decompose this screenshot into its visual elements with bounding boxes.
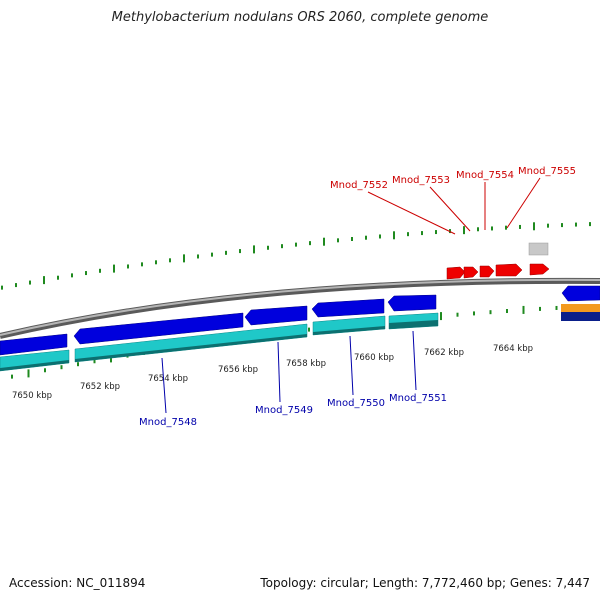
misc-feature-grey[interactable] <box>528 242 549 256</box>
gene-label-forward[interactable]: Mnod_7554 <box>456 170 514 181</box>
scale-tick-label: 7652 kbp <box>80 382 120 392</box>
scale-tick-label: 7654 kbp <box>148 374 188 384</box>
gene-label-reverse[interactable]: Mnod_7551 <box>389 393 447 404</box>
secondary-track-shadow <box>0 320 438 371</box>
forward-cds-track <box>446 263 550 280</box>
cds-reverse-1[interactable] <box>0 333 68 356</box>
scale-tick-label: 7658 kbp <box>286 359 326 369</box>
gene-label-forward[interactable]: Mnod_7552 <box>330 180 388 191</box>
cds-reverse-right[interactable] <box>561 285 600 302</box>
orange-feature[interactable] <box>561 304 600 312</box>
gene-label-reverse[interactable]: Mnod_7548 <box>139 417 197 428</box>
gene-leader-line <box>161 357 167 414</box>
gene-leader-line <box>367 191 456 235</box>
scale-tick-label: 7656 kbp <box>218 365 258 375</box>
outer-tick-ring <box>1 222 591 290</box>
cds-mnod-7548[interactable] <box>73 312 244 345</box>
scale-tick-label: 7650 kbp <box>12 391 52 401</box>
gene-leader-line <box>349 335 354 396</box>
gene-label-reverse[interactable]: Mnod_7550 <box>327 398 385 409</box>
scale-tick-label: 7662 kbp <box>424 348 464 358</box>
accession-label: Accession: NC_011894 <box>9 576 146 590</box>
gene-leader-line <box>277 341 281 403</box>
backbone-ring-highlight <box>0 278 600 336</box>
cds-mnod-7552[interactable] <box>446 266 466 280</box>
gene-label-reverse[interactable]: Mnod_7549 <box>255 405 313 416</box>
cds-mnod-7550[interactable] <box>311 298 385 318</box>
gene-label-forward[interactable]: Mnod_7555 <box>518 166 576 177</box>
cds-forward-extra[interactable] <box>529 263 550 276</box>
reverse-cds-track <box>0 285 600 356</box>
gene-leader-line <box>412 330 417 391</box>
map-title: Methylobacterium nodulans ORS 2060, comp… <box>111 10 489 25</box>
gene-labels: Mnod_7552 Mnod_7553 Mnod_7554 Mnod_7555 Mnod… <box>139 166 576 428</box>
scale-tick-label: 7664 kbp <box>493 344 533 354</box>
cds-mnod-7551[interactable] <box>387 294 437 312</box>
gene-label-forward[interactable]: Mnod_7553 <box>392 175 450 186</box>
gene-leader-line <box>506 177 541 229</box>
genome-summary: Topology: circular; Length: 7,772,460 bp… <box>260 576 590 590</box>
cds-mnod-7554[interactable] <box>479 265 495 278</box>
scale-tick-label: 7660 kbp <box>354 353 394 363</box>
navy-feature[interactable] <box>561 312 600 321</box>
cds-mnod-7555[interactable] <box>495 263 523 277</box>
gene-label-leaders <box>161 177 541 414</box>
gene-leader-line <box>429 186 471 232</box>
cds-mnod-7553[interactable] <box>463 266 479 279</box>
cds-mnod-7549[interactable] <box>244 305 308 326</box>
scale-labels: 7650 kbp 7652 kbp 7654 kbp 7656 kbp 7658 kbp… <box>12 344 533 401</box>
backbone-ring <box>0 277 600 339</box>
